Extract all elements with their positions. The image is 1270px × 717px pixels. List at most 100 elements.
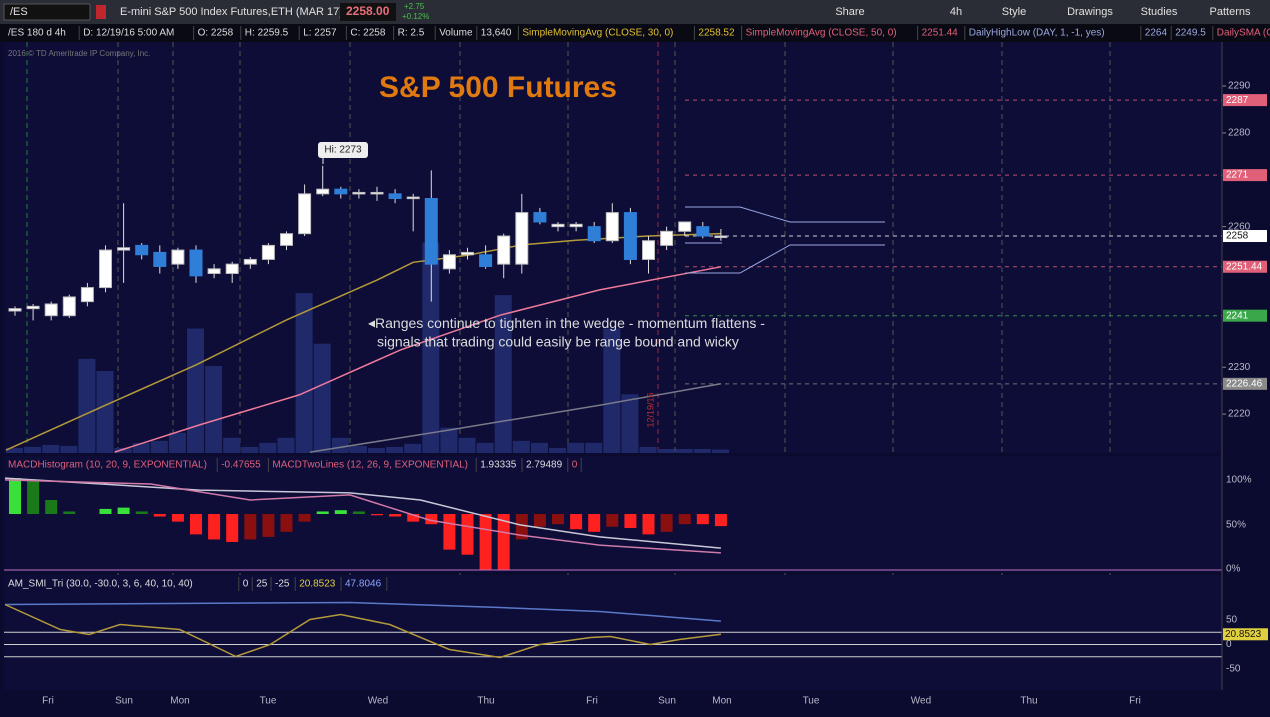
macd-histogram-bar: [208, 514, 221, 540]
level-label: 2241: [1226, 310, 1249, 321]
volume-bar: [440, 427, 458, 453]
macd-header: 1.93335: [480, 460, 517, 471]
annotation-line: ◂Ranges continue to tighten in the wedge…: [368, 315, 765, 331]
volume-bar: [259, 442, 277, 453]
wedge-upper: [685, 206, 885, 223]
macd-chart: MACDHistogram (10, 20, 9, EXPONENTIAL) -0…: [4, 458, 1252, 575]
candle-body: [587, 226, 601, 242]
chart-title: S&P 500 Futures: [379, 71, 617, 104]
volume-bar: [78, 358, 96, 453]
toolbar-button[interactable]: Patterns: [1210, 6, 1251, 18]
description: E-mini S&P 500 Index Futures,ETH (MAR 17…: [120, 6, 343, 18]
candle-body: [660, 230, 674, 246]
candle-body: [569, 223, 583, 228]
macd-histogram-bar: [696, 514, 709, 525]
price-tick-label: 2280: [1228, 128, 1251, 139]
info-item: 2264: [1145, 28, 1168, 39]
smi-tick-label: 50: [1226, 615, 1238, 626]
smi-tick-label: 0: [1226, 639, 1232, 650]
toolbar-button[interactable]: Studies: [1141, 6, 1178, 18]
time-label: Tue: [260, 696, 277, 707]
macd-header: MACDHistogram (10, 20, 9, EXPONENTIAL): [8, 460, 207, 471]
volume-bar: [621, 394, 639, 453]
volume-bar: [675, 448, 693, 453]
macd-histogram-bar: [479, 514, 492, 570]
change-pct: +0.12%: [402, 12, 429, 21]
smi-chart: -50 0 50 20.8523 AM_SMI_Tri (30.0, -30.0, 3,…: [4, 577, 1268, 675]
candle-body: [442, 254, 456, 270]
smi-value-box: [1223, 628, 1268, 641]
macd-header: 2.79489: [526, 460, 563, 471]
price-tick-label: 2220: [1228, 409, 1251, 420]
price-tick-label: 2260: [1228, 221, 1251, 232]
candle-body: [117, 247, 131, 251]
time-label: Sun: [658, 696, 676, 707]
candle-body: [388, 193, 402, 200]
moving-average: [114, 266, 722, 453]
candle-body: [370, 191, 384, 195]
volume-bar: [530, 442, 548, 453]
macd-histogram-bar: [515, 514, 528, 540]
candle-body: [316, 188, 330, 195]
wedge-drawing: [685, 206, 885, 274]
candle-body: [280, 233, 293, 246]
macd-histogram-bar: [461, 514, 474, 555]
macd-histogram-bar: [606, 514, 619, 527]
level-label: 2258: [1226, 231, 1249, 242]
macd-histogram-bar: [45, 500, 58, 514]
macd-header: 0: [572, 460, 578, 471]
last-box: [340, 3, 396, 21]
candle-body: [261, 244, 275, 260]
volume-bar: [42, 444, 60, 453]
annotation-line: signals that trading could easily be ran…: [377, 334, 739, 350]
symbol[interactable]: /ES: [10, 6, 28, 18]
change: +2.75: [404, 2, 425, 11]
macd-axis-label: 100%: [1226, 475, 1252, 486]
candle-body: [406, 196, 420, 200]
toolbar-button[interactable]: Share: [835, 6, 864, 18]
volume-bar: [476, 442, 494, 453]
candle-body: [189, 249, 203, 277]
wedge-lower: [685, 244, 885, 274]
volume-bar: [24, 446, 42, 453]
macd-axis-label: 0%: [1226, 564, 1241, 575]
annotation-text: Ranges continue to tighten in the wedge …: [375, 315, 765, 331]
macd-histogram-bar: [624, 514, 637, 528]
volume-bar: [205, 365, 223, 453]
candle-body: [225, 263, 239, 275]
candle-body: [479, 254, 493, 267]
volume-bar: [422, 242, 440, 453]
macd-histogram-bar: [9, 478, 21, 514]
volume-bar: [639, 446, 657, 453]
toolbar-button[interactable]: Style: [1002, 6, 1026, 18]
macd-histogram-bar: [443, 514, 456, 550]
volume-bar: [313, 343, 331, 453]
volume-bar: [349, 445, 367, 453]
macd-axis-label: 50%: [1226, 520, 1246, 531]
macd-histogram-bar: [244, 514, 257, 540]
candle-body: [8, 308, 22, 312]
candle-body: [678, 221, 692, 232]
symbol-box[interactable]: [3, 3, 91, 21]
macd-histogram-bar: [352, 511, 365, 514]
level-label-box: [1223, 230, 1267, 243]
info-item: SimpleMovingAvg (CLOSE, 50, 0): [746, 28, 897, 39]
toolbar-button[interactable]: 4h: [950, 6, 962, 18]
candle-body: [153, 251, 167, 267]
candle-body: [515, 212, 529, 265]
info-item: Volume: [439, 28, 473, 39]
toolbar-button[interactable]: Drawings: [1067, 6, 1113, 18]
macd-histogram-bar: [497, 514, 510, 570]
info-item: DailySMA (CLOSE,...: [1217, 28, 1270, 39]
candle-body: [696, 226, 710, 237]
info-item: 2251.44: [922, 28, 959, 39]
candle-body: [62, 296, 76, 317]
macd-histogram-bar: [298, 514, 311, 522]
candle-body: [551, 223, 565, 228]
candle-body: [298, 193, 312, 235]
macd-histogram-bar: [425, 514, 438, 525]
volume-bar: [132, 442, 150, 453]
level-label-box: [1223, 94, 1267, 107]
smi-header: 0: [243, 579, 249, 590]
